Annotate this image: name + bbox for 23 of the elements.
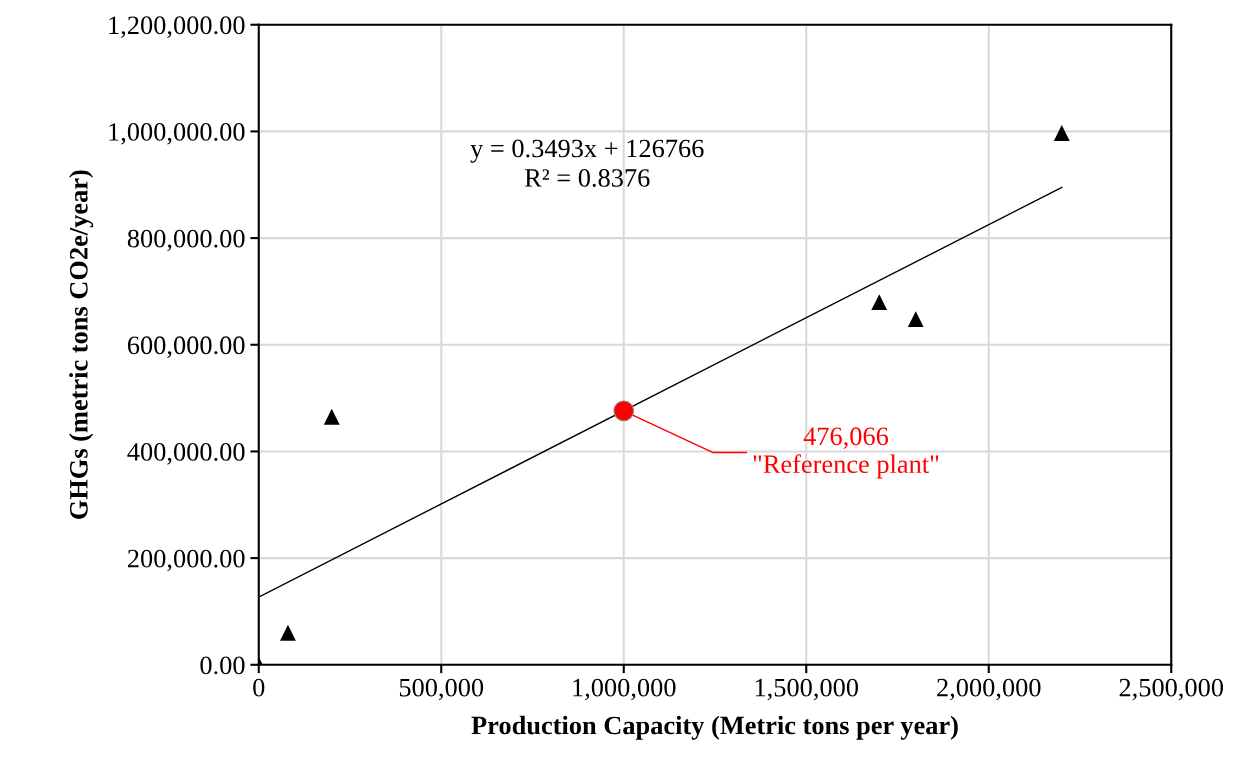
point bbox=[907, 311, 924, 328]
y-tick-label: 0.00 bbox=[200, 656, 245, 675]
y-tick-label: 200,000.00 bbox=[127, 549, 245, 572]
x-axis-title: Production Capacity (Metric tons per year) bbox=[471, 715, 958, 740]
point bbox=[1053, 125, 1070, 141]
annotation: y = 0.3493x + 126766 R² = 0.8376 bbox=[470, 139, 704, 187]
point bbox=[613, 400, 635, 422]
point bbox=[323, 408, 340, 425]
x-tick-label: 2,000,000 bbox=[937, 678, 1041, 701]
x-tick-label: 0 bbox=[253, 678, 265, 697]
x-tick-label: 1,000,000 bbox=[573, 678, 676, 701]
y-tick-label: 600,000.00 bbox=[127, 336, 245, 358]
y-tick-label: 1,000,000.00 bbox=[109, 123, 245, 145]
y-tick-label: 800,000.00 bbox=[127, 229, 245, 252]
x-tick-label: 2,500,000 bbox=[1119, 678, 1224, 701]
point bbox=[871, 294, 888, 311]
x-tick-label: 500,000 bbox=[399, 678, 484, 701]
y-axis-title: GHGs (metric tons CO2e/year) bbox=[69, 170, 94, 519]
y-tick-label: 1,200,000.00 bbox=[109, 16, 245, 38]
x-tick-label: 1,500,000 bbox=[755, 678, 859, 701]
point bbox=[280, 624, 296, 641]
y-tick-label: 400,000.00 bbox=[127, 443, 245, 465]
annotation: 476,066 "Reference plant" bbox=[753, 427, 939, 479]
